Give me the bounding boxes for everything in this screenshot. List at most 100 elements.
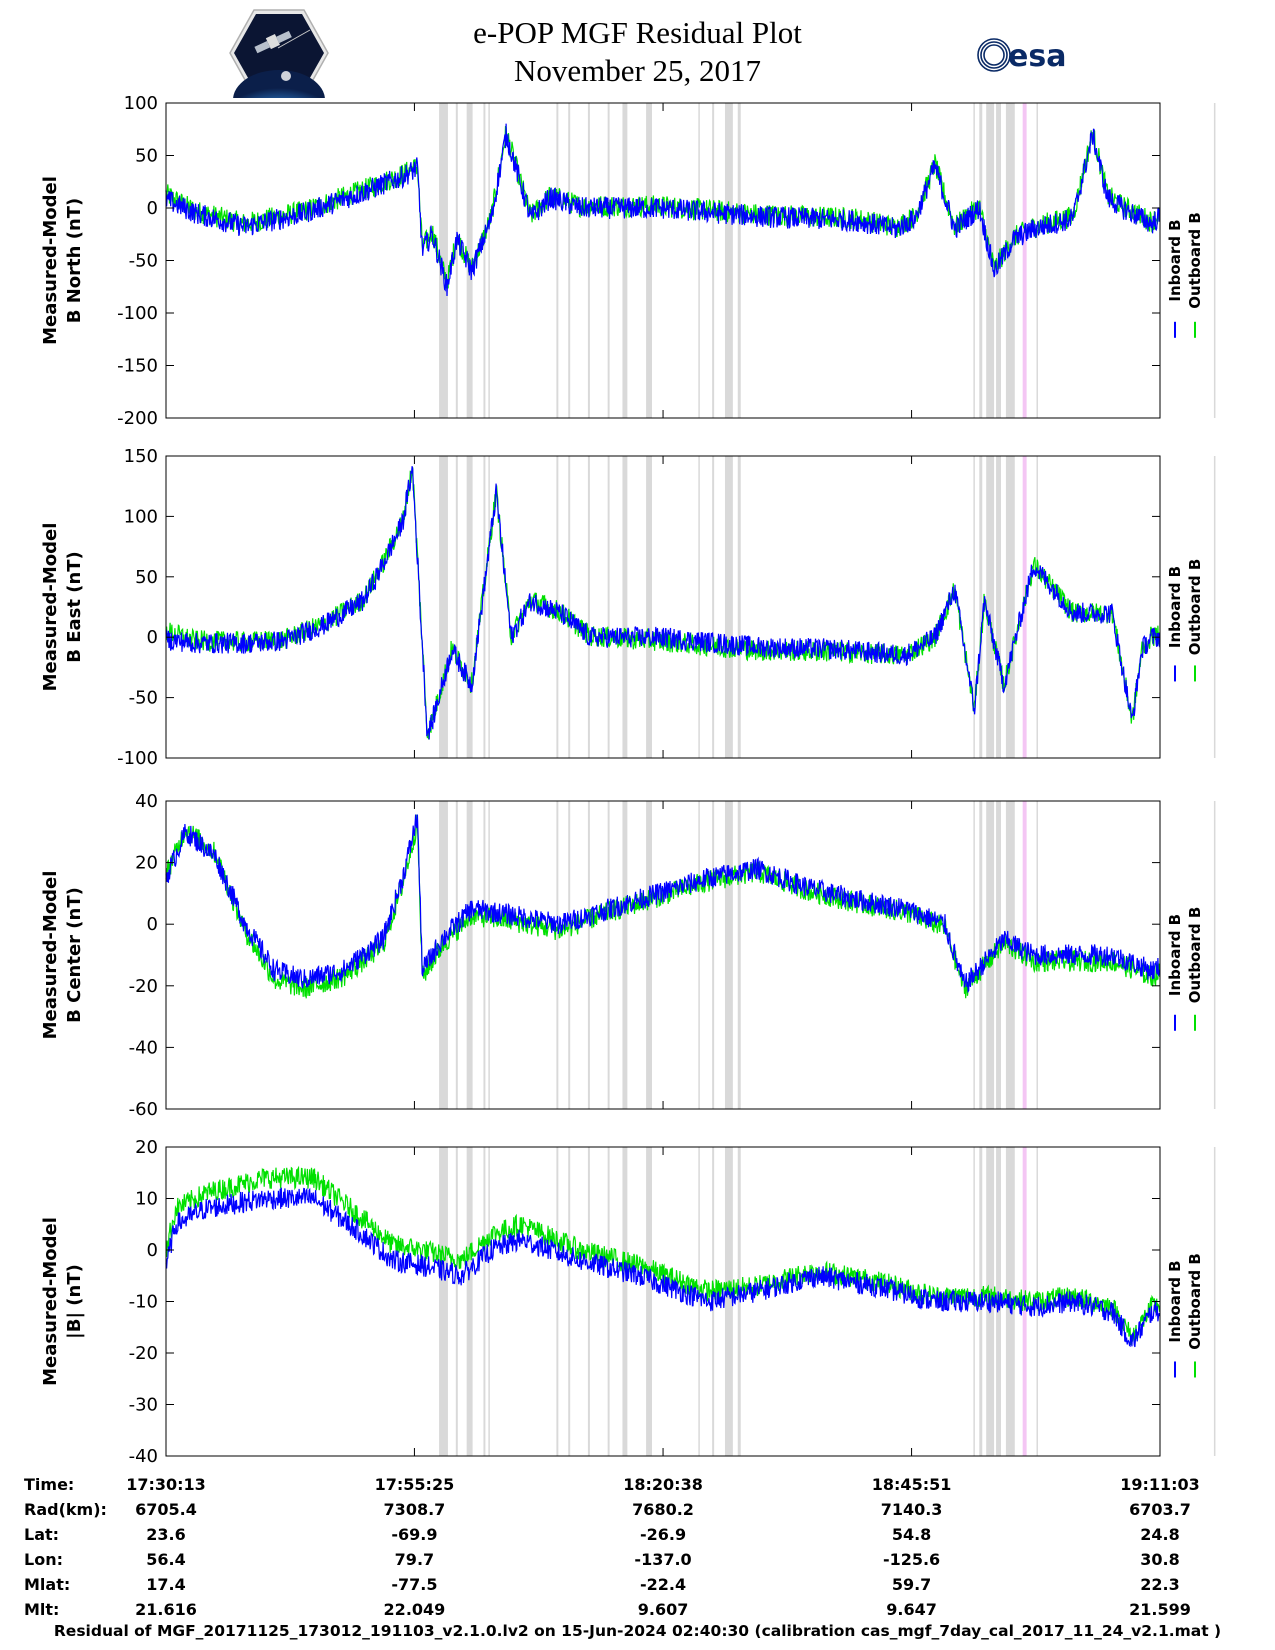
- data-gap-band-15: [973, 103, 975, 418]
- ephemeris-value: 22.049: [384, 1600, 446, 1619]
- data-gap-band-10: [646, 456, 653, 758]
- ephemeris-value: -137.0: [634, 1550, 691, 1569]
- y-tick-label: -50: [129, 251, 158, 272]
- ephemeris-value: -26.9: [640, 1525, 686, 1544]
- data-gap-band-6: [568, 801, 571, 1109]
- data-gap-band-13: [724, 103, 733, 418]
- data-gap-band-1: [455, 103, 458, 418]
- data-gap-band-12: [712, 456, 715, 758]
- ephemeris-value: 7140.3: [881, 1500, 943, 1519]
- panel-3: -60 -40 -20 0 20 40 Measured-Model B Center (nT…: [40, 791, 1216, 1120]
- y-axis-label: Measured-Model: [40, 1217, 61, 1386]
- series-line-inboard: [165, 123, 1161, 297]
- data-gap-band-10: [646, 1147, 653, 1456]
- ephemeris-value: 56.4: [146, 1550, 185, 1569]
- ephemeris-row-label: Lat:: [24, 1525, 59, 1544]
- data-gap-band-4: [488, 801, 490, 1109]
- data-gap-band-11: [698, 801, 700, 1109]
- y-tick-label: -50: [129, 688, 158, 709]
- data-gap-band-2: [466, 801, 473, 1109]
- ephemeris-value: 23.6: [146, 1525, 185, 1544]
- title-line-1: e-POP MGF Residual Plot: [473, 15, 802, 50]
- ephemeris-value: 18:45:51: [872, 1475, 952, 1494]
- data-gap-band-18: [996, 456, 1001, 758]
- data-gap-band-10: [646, 801, 653, 1109]
- ephemeris-value: 24.8: [1140, 1525, 1179, 1544]
- data-gap-band-5: [556, 1147, 559, 1456]
- data-gap-band-9: [622, 801, 628, 1109]
- highlight-band: [1022, 456, 1027, 758]
- y-tick-label: 40: [135, 791, 158, 812]
- data-gap-band-16: [979, 103, 983, 418]
- data-gap-band-8: [607, 456, 610, 758]
- y-tick-label: -100: [117, 303, 158, 324]
- ephemeris-value: -22.4: [640, 1575, 686, 1594]
- data-gap-band-7: [587, 456, 590, 758]
- y-tick-label: -30: [129, 1395, 158, 1416]
- data-gap-band-5: [556, 103, 559, 418]
- data-gap-band-14: [737, 103, 741, 418]
- ephemeris-row-label: Lon:: [24, 1550, 63, 1569]
- data-gap-band-1: [455, 1147, 458, 1456]
- ephemeris-row-label: Mlt:: [24, 1600, 59, 1619]
- y-tick-label: 50: [135, 146, 158, 167]
- data-gap-band-1: [455, 456, 458, 758]
- ephemeris-value: 9.647: [886, 1600, 937, 1619]
- ephemeris-row-label: Time:: [24, 1475, 74, 1494]
- y-axis-label: |B| (nT): [64, 1264, 85, 1339]
- data-gap-band-19: [1005, 801, 1015, 1109]
- ephemeris-value: 17:30:13: [126, 1475, 206, 1494]
- y-tick-label: 150: [124, 446, 158, 467]
- ephemeris-value: 59.7: [892, 1575, 931, 1594]
- ephemeris-value: 9.607: [638, 1600, 689, 1619]
- data-gap-band-3: [483, 103, 486, 418]
- data-gap-band-14: [737, 801, 741, 1109]
- data-gap-band-21: [1213, 103, 1216, 418]
- ephemeris-value: 7308.7: [384, 1500, 446, 1519]
- legend-entry: Inboard B: [1166, 566, 1184, 648]
- data-gap-band-11: [698, 103, 700, 418]
- ephemeris-value: 19:11:03: [1120, 1475, 1200, 1494]
- y-tick-label: -60: [129, 1099, 158, 1120]
- data-gap-band-3: [483, 456, 486, 758]
- legend-entry: Outboard B: [1186, 1253, 1204, 1350]
- series-line-inboard: [165, 814, 1161, 994]
- data-gap-band-10: [646, 103, 653, 418]
- data-gap-band-7: [587, 103, 590, 418]
- y-tick-label: 0: [147, 1240, 158, 1261]
- data-gap-band-5: [556, 801, 559, 1109]
- y-tick-label: -100: [117, 748, 158, 769]
- data-gap-band-6: [568, 103, 571, 418]
- data-gap-band-7: [587, 801, 590, 1109]
- footer-caption: Residual of MGF_20171125_173012_191103_v…: [53, 1622, 1222, 1640]
- data-gap-band-20: [1036, 103, 1038, 418]
- ephemeris-value: 22.3: [1140, 1575, 1179, 1594]
- data-gap-band-20: [1036, 1147, 1038, 1456]
- data-gap-band-11: [698, 456, 700, 758]
- highlight-band: [1022, 103, 1027, 418]
- data-gap-band-13: [724, 1147, 733, 1456]
- y-axis-label: B North (nT): [64, 198, 85, 324]
- ephemeris-value: -77.5: [391, 1575, 437, 1594]
- data-gap-band-3: [483, 801, 486, 1109]
- data-gap-band-19: [1005, 103, 1015, 418]
- data-gap-band-14: [737, 456, 741, 758]
- data-gap-band-20: [1036, 456, 1038, 758]
- legend-entry: Inboard B: [1166, 219, 1184, 301]
- data-gap-band-15: [973, 456, 975, 758]
- ephemeris-value: -125.6: [883, 1550, 940, 1569]
- data-gap-band-6: [568, 456, 571, 758]
- data-gap-band-21: [1213, 456, 1216, 758]
- ephemeris-value: 7680.2: [632, 1500, 694, 1519]
- y-tick-label: 20: [135, 853, 158, 874]
- data-gap-band-9: [622, 1147, 628, 1456]
- esa-logo-text: esa: [1008, 39, 1066, 74]
- ephemeris-row-label: Rad(km):: [24, 1500, 107, 1519]
- data-gap-band-0: [439, 103, 448, 418]
- y-axis-label: Measured-Model: [40, 523, 61, 692]
- panel-4: -40 -30 -20 -10 0 10 20 Measured-Model |B| (nT) I…: [40, 1137, 1216, 1467]
- data-gap-band-7: [587, 1147, 590, 1456]
- y-tick-label: 20: [135, 1137, 158, 1158]
- legend-entry: Outboard B: [1186, 559, 1204, 656]
